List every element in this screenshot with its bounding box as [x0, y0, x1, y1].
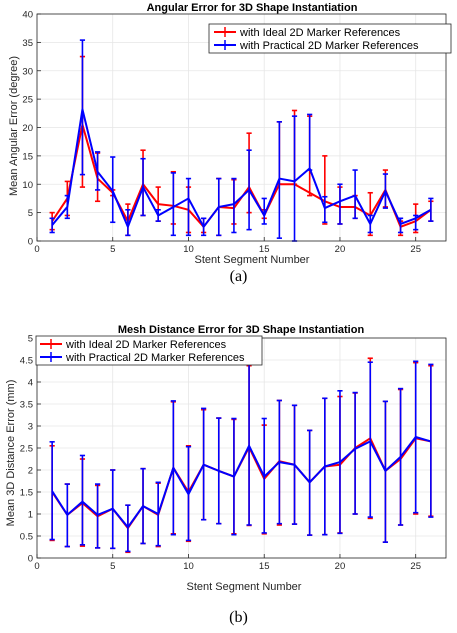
x-tick-label: 25 — [410, 244, 421, 255]
series-ideal — [49, 55, 434, 237]
y-axis-label: Mean 3D Distance Error (mm) — [5, 380, 17, 527]
errorbar-practical — [352, 169, 358, 220]
legend-label-ideal: with Ideal 2D Marker References — [239, 27, 401, 39]
axis-ticks: 0 0.5 1 1.5 2 2.5 3 3.5 4 4.5 5 0 5 10 15 20 25 — [20, 334, 421, 573]
y-tick-label: 35 — [22, 38, 33, 49]
errorbar-practical — [49, 217, 55, 234]
legend-item-ideal: with Ideal 2D Marker References — [40, 339, 227, 351]
y-tick-label: 20 — [22, 123, 33, 134]
errorbar-practical — [352, 391, 358, 515]
y-tick-label: 4 — [28, 378, 33, 389]
errorbar-practical — [428, 197, 434, 222]
y-tick-label: 5 — [28, 334, 33, 345]
legend-item-practical: with Practical 2D Marker References — [214, 40, 419, 52]
errorbar-practical — [79, 454, 86, 546]
legend: with Ideal 2D Marker References with Pra… — [35, 335, 263, 366]
y-tick-label: 10 — [22, 180, 33, 191]
angular-error-chart: Angular Error for 3D Shape Instantiation… — [8, 2, 452, 266]
errorbar-practical — [367, 361, 373, 518]
x-tick-label: 10 — [183, 561, 194, 572]
legend-label-practical: with Practical 2D Marker References — [65, 352, 245, 364]
y-tick-label: 0 — [28, 554, 33, 565]
legend-box — [208, 23, 452, 54]
series-practical — [49, 360, 434, 553]
series-line-ideal — [51, 123, 432, 228]
errorbar-practical — [125, 208, 131, 237]
errorbar-practical — [94, 483, 101, 549]
caption-b: (b) — [229, 609, 248, 626]
errorbar-practical — [337, 183, 343, 225]
x-tick-label: 0 — [34, 561, 39, 572]
errorbar-practical — [261, 197, 267, 225]
y-tick-label: 30 — [22, 66, 33, 77]
errorbar-practical — [322, 195, 328, 224]
y-tick-label: 15 — [22, 151, 33, 162]
errorbar-practical — [246, 363, 252, 526]
x-tick-label: 25 — [410, 561, 421, 572]
x-axis-label: Stent Segment Number — [195, 254, 310, 266]
x-tick-label: 5 — [110, 561, 115, 572]
errorbar-practical — [49, 441, 55, 541]
y-tick-label: 3.5 — [20, 400, 33, 411]
legend-item-ideal: with Ideal 2D Marker References — [214, 27, 401, 39]
x-tick-label: 0 — [34, 244, 39, 255]
y-axis-label: Mean Angular Error (degree) — [8, 56, 20, 196]
series-line-ideal — [51, 437, 432, 530]
series-line-practical — [51, 436, 432, 529]
y-tick-label: 2 — [28, 466, 33, 477]
legend-box — [35, 335, 263, 366]
errorbar-practical — [79, 39, 86, 176]
series-ideal — [49, 357, 434, 554]
errorbar-practical — [231, 177, 237, 234]
errorbar-practical — [307, 113, 313, 171]
series-line-practical — [51, 108, 432, 228]
y-tick-label: 4.5 — [20, 356, 33, 367]
legend: with Ideal 2D Marker References with Pra… — [208, 23, 452, 54]
legend-label-ideal: with Ideal 2D Marker References — [65, 339, 227, 351]
x-tick-label: 20 — [335, 561, 346, 572]
chart-title: Mesh Distance Error for 3D Shape Instant… — [118, 324, 365, 336]
x-tick-label: 20 — [335, 244, 346, 255]
errorbar-practical — [185, 177, 192, 237]
y-tick-label: 2.5 — [20, 444, 33, 455]
axis-ticks: 0 5 10 15 20 25 30 35 40 0 5 10 15 20 25 — [22, 10, 421, 256]
series-group — [49, 357, 434, 554]
errorbar-practical — [170, 172, 176, 237]
x-tick-label: 15 — [259, 561, 270, 572]
series-practical — [49, 39, 434, 242]
legend-item-practical: with Practical 2D Marker References — [40, 352, 245, 364]
mesh-distance-error-chart: Mesh Distance Error for 3D Shape Instant… — [5, 324, 447, 593]
y-tick-label: 0 — [28, 237, 33, 248]
legend-label-practical: with Practical 2D Marker References — [239, 40, 419, 52]
chart-title: Angular Error for 3D Shape Instantiation — [147, 2, 358, 14]
y-tick-label: 40 — [22, 10, 33, 21]
errorbar-practical — [125, 504, 131, 553]
y-tick-label: 1.5 — [20, 488, 33, 499]
y-tick-label: 1 — [28, 510, 33, 521]
y-tick-label: 3 — [28, 422, 33, 433]
y-tick-label: 25 — [22, 95, 33, 106]
y-tick-label: 0.5 — [20, 532, 33, 543]
x-tick-label: 5 — [110, 244, 115, 255]
series-group — [49, 39, 434, 242]
x-tick-label: 15 — [259, 244, 270, 255]
x-axis-label: Stent Segment Number — [187, 581, 302, 593]
y-tick-label: 5 — [28, 208, 33, 219]
caption-a: (a) — [229, 268, 248, 285]
x-tick-label: 10 — [183, 244, 194, 255]
